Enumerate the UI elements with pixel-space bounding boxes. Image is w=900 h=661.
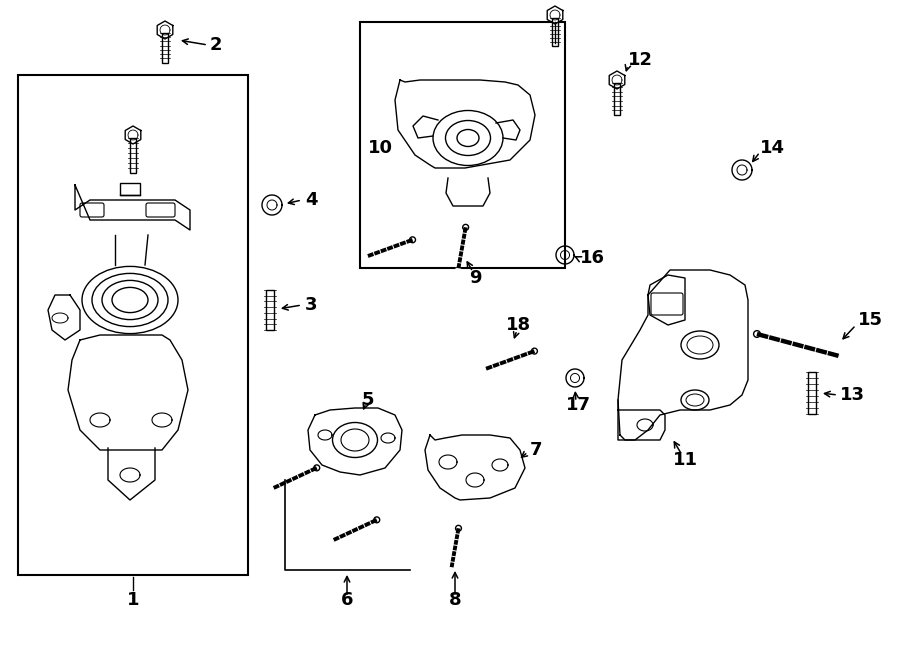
Bar bbox=[614, 83, 620, 115]
Text: 11: 11 bbox=[672, 451, 698, 469]
Text: 9: 9 bbox=[469, 269, 482, 287]
Text: 8: 8 bbox=[449, 591, 462, 609]
Bar bbox=[266, 290, 274, 330]
Ellipse shape bbox=[686, 394, 704, 406]
Bar bbox=[18, 75, 248, 575]
FancyBboxPatch shape bbox=[651, 293, 683, 315]
Text: 15: 15 bbox=[858, 311, 883, 329]
Text: 18: 18 bbox=[506, 316, 531, 334]
Text: 3: 3 bbox=[305, 296, 318, 314]
Circle shape bbox=[455, 525, 462, 531]
Ellipse shape bbox=[82, 266, 178, 334]
Text: 16: 16 bbox=[580, 249, 605, 267]
Text: 6: 6 bbox=[341, 591, 353, 609]
FancyBboxPatch shape bbox=[80, 203, 104, 217]
Bar bbox=[120, 183, 140, 195]
FancyBboxPatch shape bbox=[146, 203, 175, 217]
Circle shape bbox=[374, 517, 380, 523]
Text: 4: 4 bbox=[305, 191, 318, 209]
Text: 7: 7 bbox=[530, 441, 543, 459]
Text: 10: 10 bbox=[368, 139, 393, 157]
Ellipse shape bbox=[681, 331, 719, 359]
Ellipse shape bbox=[446, 120, 491, 155]
Ellipse shape bbox=[433, 110, 503, 165]
Bar bbox=[360, 22, 565, 268]
Circle shape bbox=[314, 465, 319, 471]
Text: 13: 13 bbox=[840, 386, 865, 404]
Text: 17: 17 bbox=[565, 396, 590, 414]
Circle shape bbox=[410, 237, 416, 243]
Ellipse shape bbox=[457, 130, 479, 147]
Circle shape bbox=[753, 330, 760, 337]
Ellipse shape bbox=[92, 274, 168, 327]
Ellipse shape bbox=[102, 280, 158, 320]
Circle shape bbox=[532, 348, 537, 354]
Bar bbox=[162, 32, 168, 63]
Bar bbox=[808, 372, 816, 414]
Text: 2: 2 bbox=[210, 36, 222, 54]
Ellipse shape bbox=[687, 336, 713, 354]
Ellipse shape bbox=[112, 288, 148, 313]
Ellipse shape bbox=[681, 390, 709, 410]
Text: 14: 14 bbox=[760, 139, 785, 157]
Text: 12: 12 bbox=[628, 51, 653, 69]
Text: 1: 1 bbox=[127, 591, 140, 609]
Ellipse shape bbox=[332, 422, 377, 457]
Bar bbox=[130, 137, 136, 173]
Ellipse shape bbox=[341, 429, 369, 451]
Text: 5: 5 bbox=[362, 391, 374, 409]
Circle shape bbox=[463, 224, 469, 230]
Bar bbox=[552, 18, 558, 46]
